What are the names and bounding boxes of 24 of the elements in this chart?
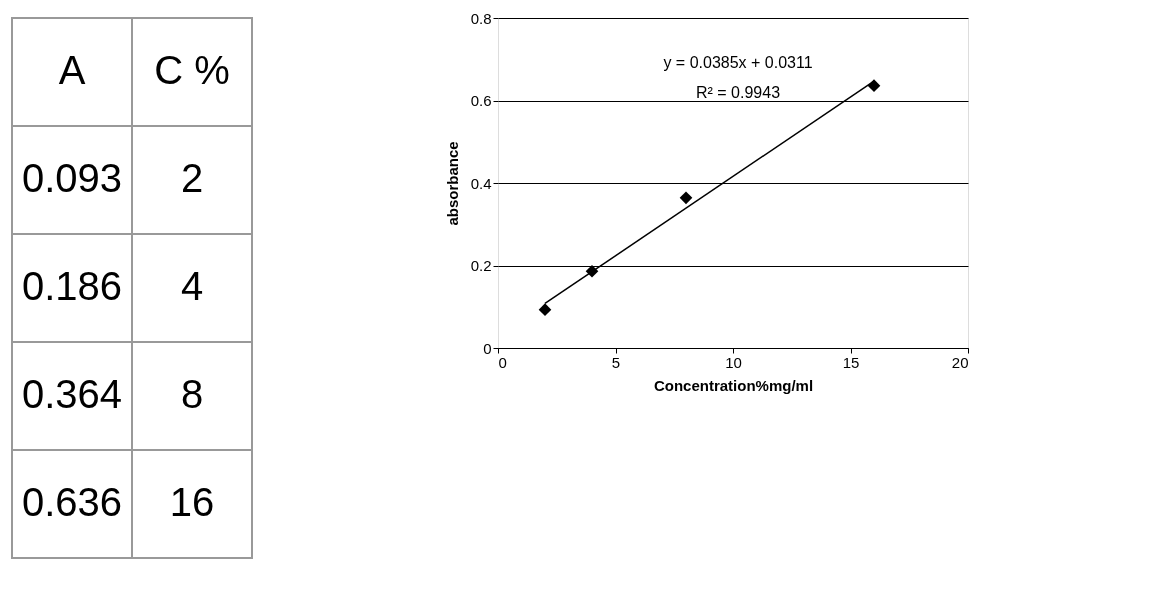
x-tick-label: 5 bbox=[611, 353, 621, 371]
x-tick-label: 10 bbox=[725, 353, 742, 371]
x-tick-label: 0 bbox=[498, 353, 507, 371]
text: 2 bbox=[180, 156, 204, 200]
x-axis-title: Concentration%mg/ml bbox=[653, 376, 814, 394]
y-tick-label: 0.6 bbox=[470, 92, 492, 109]
y-tick-label: 0 bbox=[483, 339, 492, 357]
text: 16 bbox=[169, 480, 215, 524]
x-tick-label: 15 bbox=[842, 353, 860, 371]
text: 8 bbox=[180, 372, 204, 416]
x-tick-label: 20 bbox=[951, 353, 969, 371]
text: 0.364 bbox=[21, 372, 123, 416]
y-tick-label: 0.8 bbox=[470, 9, 492, 27]
annotation: R² = 0.9943 bbox=[695, 84, 781, 101]
text: 0.636 bbox=[21, 480, 123, 524]
text: 4 bbox=[180, 264, 204, 308]
annotation: y = 0.0385x + 0.0311 bbox=[663, 54, 813, 71]
text: A bbox=[58, 48, 86, 92]
text: 0.093 bbox=[21, 156, 123, 200]
y-tick-label: 0.4 bbox=[470, 174, 492, 192]
y-axis-title: absorbance bbox=[443, 141, 461, 226]
text: C % bbox=[154, 48, 230, 92]
y-tick-label: 0.2 bbox=[470, 257, 492, 274]
text: 0.186 bbox=[21, 264, 123, 308]
